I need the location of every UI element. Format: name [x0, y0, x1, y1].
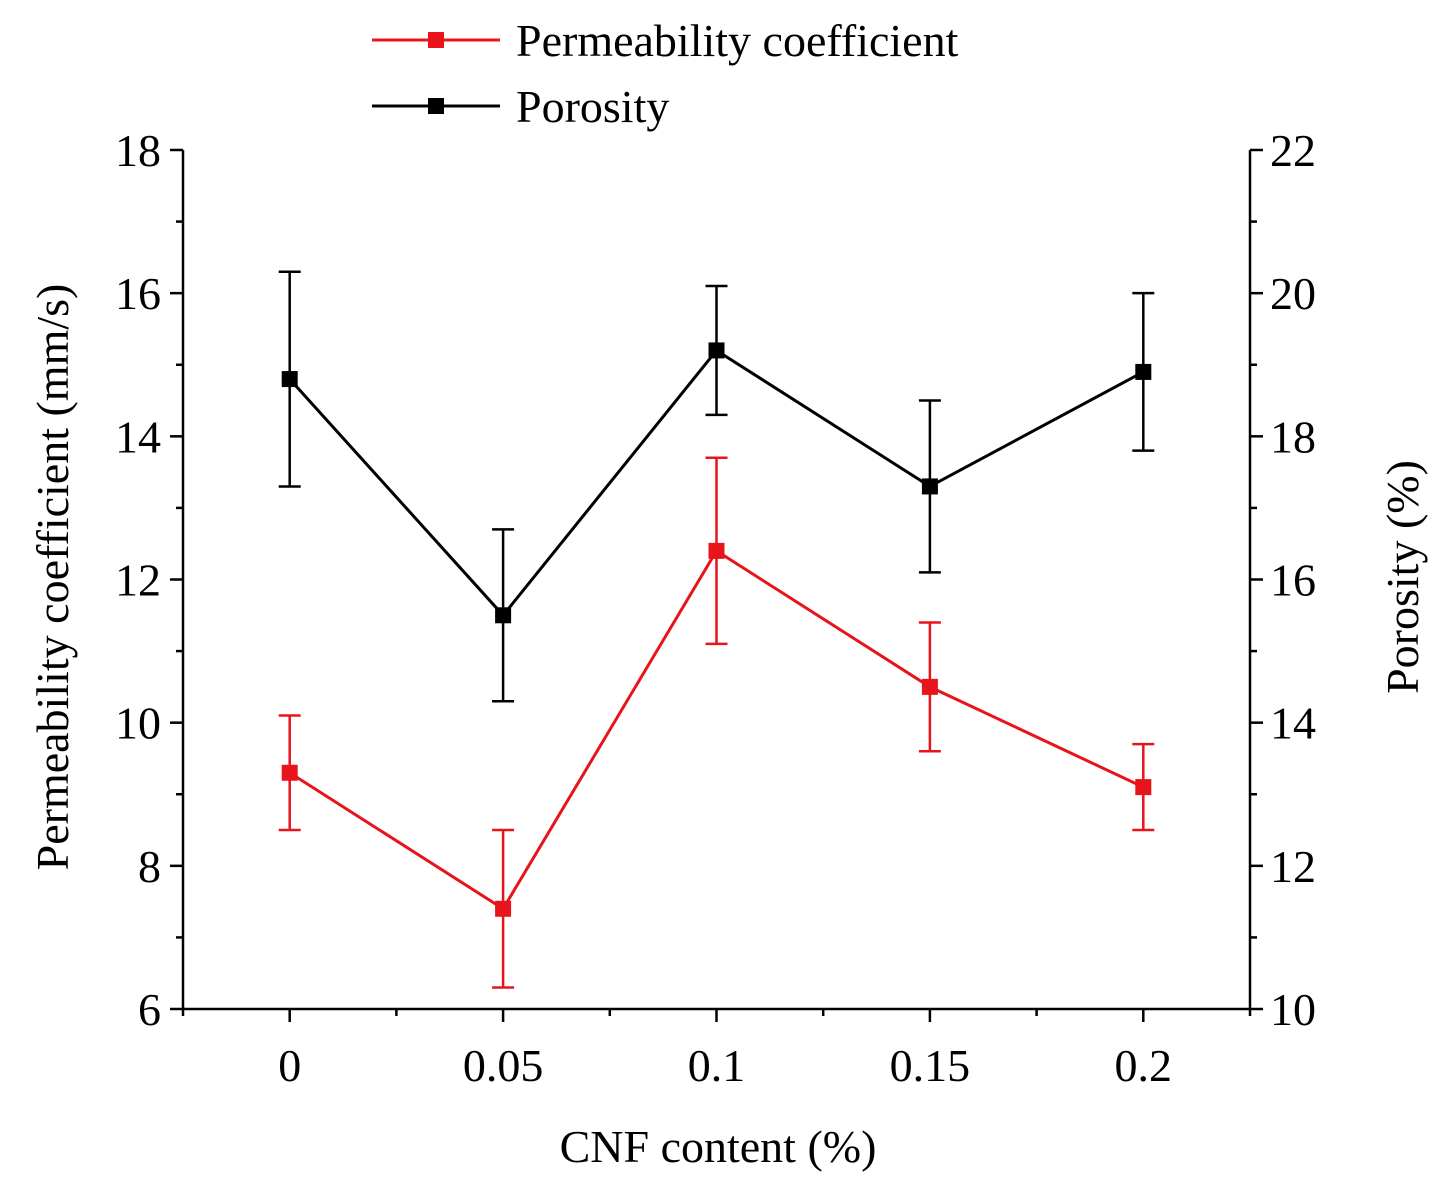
legend-label-porosity: Porosity — [516, 81, 669, 132]
data-point-porosity — [1135, 363, 1152, 380]
data-point-porosity — [495, 607, 512, 624]
x-tick-label: 0.1 — [688, 1040, 746, 1091]
left-y-axis-title: Permeability coefficient (mm/s) — [27, 284, 78, 871]
series-permeability-coefficient — [278, 456, 1155, 989]
data-point-permeability-coefficient — [1135, 779, 1152, 796]
right-y-tick-label: 20 — [1270, 268, 1316, 319]
x-tick-label: 0.15 — [890, 1040, 971, 1091]
series-porosity — [278, 270, 1155, 703]
data-point-permeability-coefficient — [495, 900, 512, 917]
left-y-tick-label: 18 — [115, 125, 161, 176]
x-tick-label: 0.05 — [463, 1040, 544, 1091]
right-y-tick-label: 16 — [1270, 555, 1316, 606]
left-y-tick-label: 16 — [115, 268, 161, 319]
data-point-porosity — [708, 342, 725, 359]
left-y-tick-label: 8 — [138, 841, 161, 892]
left-y-tick-label: 6 — [138, 984, 161, 1035]
data-point-permeability-coefficient — [921, 678, 938, 695]
data-point-porosity — [921, 478, 938, 495]
data-point-permeability-coefficient — [281, 764, 298, 781]
x-axis-title: CNF content (%) — [560, 1121, 877, 1172]
legend-label-permeability-coefficient: Permeability coefficient — [516, 15, 959, 66]
data-point-porosity — [281, 371, 298, 388]
right-y-tick-label: 22 — [1270, 125, 1316, 176]
right-y-tick-label: 14 — [1270, 698, 1316, 749]
left-y-tick-label: 14 — [115, 411, 161, 462]
axes: 6 8 10 12 14 16 18 10 12 14 16 18 20 22 0 0.05 0.1 0.15 0.… — [115, 125, 1316, 1091]
legend-marker-permeability-coefficient — [428, 32, 444, 48]
right-y-axis-title: Porosity (%) — [1377, 460, 1428, 694]
left-y-tick-label: 12 — [115, 555, 161, 606]
series-layer — [278, 270, 1155, 989]
x-tick-label: 0.2 — [1115, 1040, 1173, 1091]
legend: Permeability coefficient Porosity — [372, 15, 959, 132]
x-tick-label: 0 — [278, 1040, 301, 1091]
right-y-tick-label: 12 — [1270, 841, 1316, 892]
left-y-tick-label: 10 — [115, 698, 161, 749]
data-point-permeability-coefficient — [708, 542, 725, 559]
legend-marker-porosity — [428, 98, 444, 114]
right-y-tick-label: 18 — [1270, 411, 1316, 462]
right-y-tick-label: 10 — [1270, 984, 1316, 1035]
